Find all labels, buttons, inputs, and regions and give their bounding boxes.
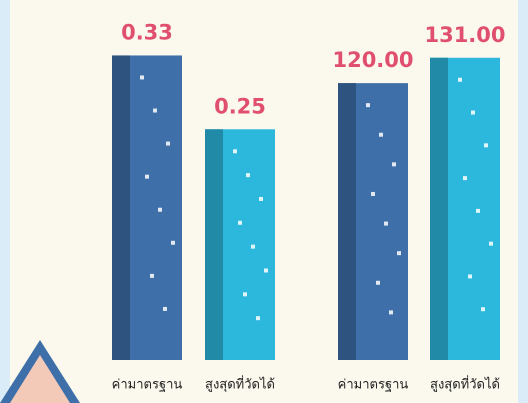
category-label: สูงสุดที่วัดได้ [430, 376, 500, 393]
bar-dot [145, 175, 149, 179]
bar-side [338, 83, 356, 360]
left-border [0, 0, 10, 403]
category-label: สูงสุดที่วัดได้ [205, 376, 275, 393]
bar-dot [389, 310, 393, 314]
value-label: 120.00 [332, 48, 413, 72]
bar-dot [476, 209, 480, 213]
bar-dot [153, 109, 157, 113]
bar-dot [379, 133, 383, 137]
bar-dot [366, 103, 370, 107]
bar-dot [384, 222, 388, 226]
bar-dot [251, 245, 255, 249]
bar-dot [246, 173, 250, 177]
right-border [518, 0, 528, 403]
bar-dot [484, 143, 488, 147]
bar-dot [458, 78, 462, 82]
bar-dot [238, 221, 242, 225]
bar-dot [471, 111, 475, 115]
page: 0.33 ค่ามาตรฐาน 0.25 สูงสุดที่วัดได้ 120.00 ค… [0, 0, 528, 403]
bar-dot [256, 316, 260, 320]
bar-dot [259, 197, 263, 201]
bar-dot [463, 176, 467, 180]
bar-dot [371, 192, 375, 196]
bar-dot [243, 292, 247, 296]
bar-dot [392, 162, 396, 166]
bar-dot [171, 241, 175, 245]
value-label: 0.33 [121, 20, 173, 44]
bar-dot [468, 274, 472, 278]
category-label: ค่ามาตรฐาน [338, 378, 409, 393]
chart: 0.33 ค่ามาตรฐาน 0.25 สูงสุดที่วัดได้ 120.00 ค… [0, 0, 528, 403]
bar-dot [376, 281, 380, 285]
bar-dot [163, 307, 167, 311]
bar-side [112, 55, 130, 360]
bar-dot [140, 75, 144, 79]
bar-dot [481, 307, 485, 311]
bar-dot [158, 208, 162, 212]
bar-dot [233, 149, 237, 153]
bar-dot [264, 268, 268, 272]
value-label: 131.00 [424, 23, 505, 47]
bar-dot [166, 142, 170, 146]
value-label: 0.25 [214, 94, 266, 118]
bar-side [205, 129, 223, 360]
bar-dot [489, 242, 493, 246]
bar-dot [150, 274, 154, 278]
bar-dot [397, 251, 401, 255]
category-label: ค่ามาตรฐาน [112, 378, 183, 393]
bar-side [430, 58, 448, 360]
